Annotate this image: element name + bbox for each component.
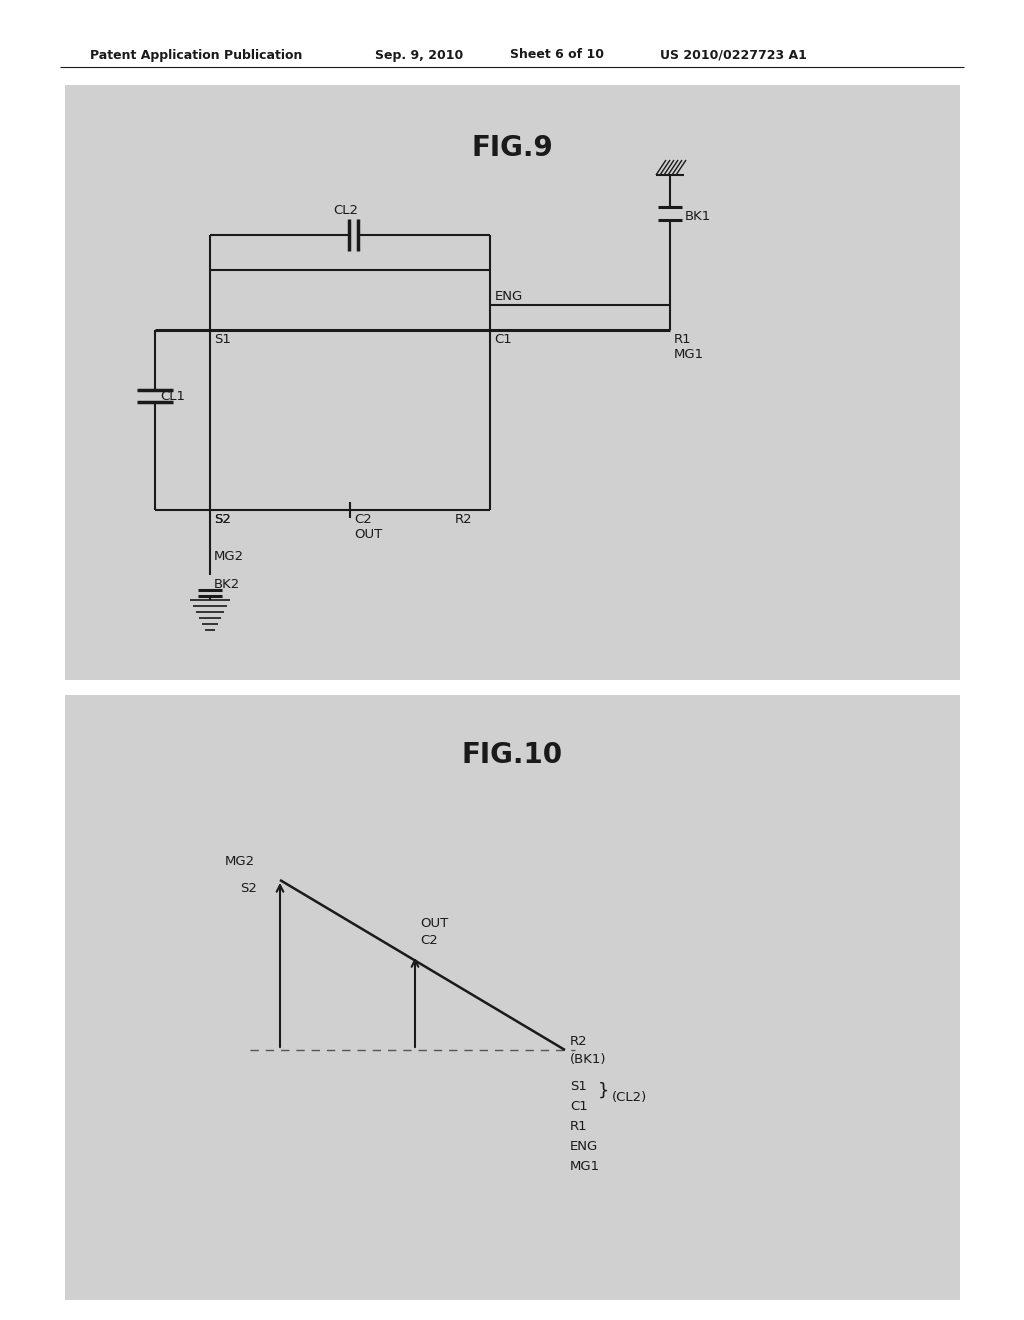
Text: OUT: OUT (420, 917, 449, 931)
Bar (65, 84, 961, 680)
Text: CL1: CL1 (160, 389, 185, 403)
Text: S2: S2 (214, 513, 230, 525)
Text: C1: C1 (494, 333, 512, 346)
Text: S1: S1 (214, 333, 230, 346)
Text: Patent Application Publication: Patent Application Publication (90, 49, 302, 62)
Text: C1: C1 (570, 1100, 588, 1113)
Text: CL2: CL2 (333, 205, 358, 216)
Text: S2: S2 (214, 513, 230, 525)
Text: S2: S2 (240, 882, 257, 895)
Text: (CL2): (CL2) (612, 1092, 647, 1105)
Text: R1: R1 (674, 333, 691, 346)
Text: R2: R2 (455, 513, 473, 525)
Text: MG1: MG1 (570, 1160, 600, 1173)
Bar (65, 696, 961, 1300)
Text: FIG.10: FIG.10 (462, 741, 562, 770)
Text: US 2010/0227723 A1: US 2010/0227723 A1 (660, 49, 807, 62)
Text: }: } (598, 1082, 609, 1100)
Text: R2: R2 (570, 1035, 588, 1048)
Text: MG2: MG2 (214, 550, 244, 564)
Text: MG2: MG2 (225, 855, 255, 869)
Text: ENG: ENG (570, 1140, 598, 1152)
Text: S1: S1 (570, 1080, 587, 1093)
Text: (BK1): (BK1) (570, 1053, 606, 1067)
Text: OUT: OUT (354, 528, 382, 541)
Text: BK2: BK2 (214, 578, 241, 591)
Text: BK1: BK1 (685, 210, 712, 223)
Text: ENG: ENG (495, 290, 523, 304)
Text: C2: C2 (420, 935, 437, 946)
Text: Sep. 9, 2010: Sep. 9, 2010 (375, 49, 463, 62)
Text: MG1: MG1 (674, 348, 705, 360)
Text: C2: C2 (354, 513, 372, 525)
Text: R1: R1 (570, 1119, 588, 1133)
Text: Sheet 6 of 10: Sheet 6 of 10 (510, 49, 604, 62)
Text: FIG.9: FIG.9 (471, 135, 553, 162)
